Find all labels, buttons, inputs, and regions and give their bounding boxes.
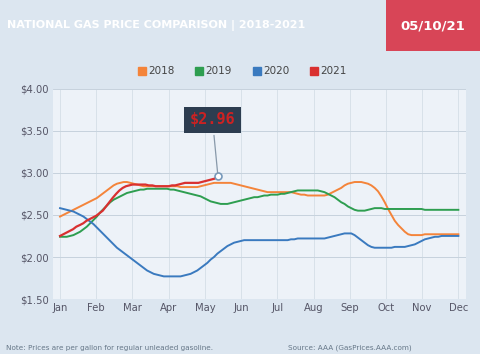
Bar bbox=[386, 0, 480, 51]
Text: 05/10/21: 05/10/21 bbox=[401, 19, 466, 32]
Text: 2019: 2019 bbox=[205, 67, 232, 76]
Text: 2018: 2018 bbox=[148, 67, 174, 76]
Text: $2.96: $2.96 bbox=[190, 112, 235, 173]
Text: 2020: 2020 bbox=[263, 67, 289, 76]
Text: NATIONAL GAS PRICE COMPARISON | 2018-2021: NATIONAL GAS PRICE COMPARISON | 2018-202… bbox=[7, 20, 305, 31]
Text: Source: AAA (GasPrices.AAA.com): Source: AAA (GasPrices.AAA.com) bbox=[288, 345, 412, 351]
Text: Note: Prices are per gallon for regular unleaded gasoline.: Note: Prices are per gallon for regular … bbox=[6, 345, 213, 351]
Text: 2021: 2021 bbox=[321, 67, 347, 76]
